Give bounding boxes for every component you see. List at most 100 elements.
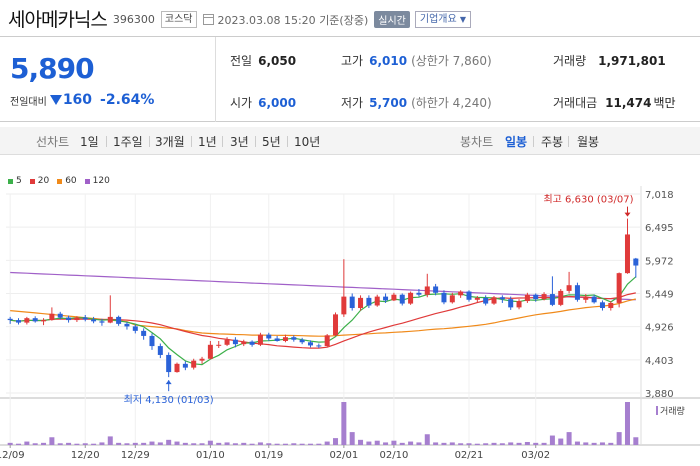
tab-10y[interactable]: 10년 xyxy=(294,135,321,149)
candle xyxy=(166,352,172,378)
volume-bar xyxy=(282,443,288,445)
candle xyxy=(282,334,288,343)
tab-1d[interactable]: 1일 xyxy=(80,135,99,149)
volume-bar xyxy=(391,440,397,445)
candle-body xyxy=(307,342,313,346)
tab-3m[interactable]: 3개월 xyxy=(155,135,185,149)
candle-body xyxy=(416,292,422,295)
candle xyxy=(441,290,447,305)
candle xyxy=(116,315,122,326)
tab-daily[interactable]: 일봉 xyxy=(505,135,528,149)
candle-body xyxy=(274,338,280,341)
candle xyxy=(483,295,489,306)
candle-body xyxy=(49,313,55,321)
line-chart-tab[interactable]: 선차트 xyxy=(36,135,70,149)
candle-body xyxy=(374,296,380,306)
candle-chart-tab[interactable]: 봉차트 xyxy=(460,135,494,149)
volume-bar xyxy=(399,442,405,445)
candle xyxy=(24,316,30,325)
candle xyxy=(32,316,38,323)
volume-bar xyxy=(241,442,247,445)
volume-bar xyxy=(24,441,30,445)
volume-legend-swatch xyxy=(656,406,658,415)
volume-bar xyxy=(149,441,155,445)
volume-bar xyxy=(408,441,414,445)
candle-body xyxy=(132,326,138,331)
candle-body xyxy=(207,344,213,359)
candle-body xyxy=(583,296,589,300)
volume-bar xyxy=(499,443,505,445)
candle xyxy=(7,316,13,324)
candle-body xyxy=(174,363,180,373)
candle-body xyxy=(41,320,47,322)
candle-body xyxy=(57,313,63,318)
candlestick-chart[interactable]: 7,018 6,495 5,972 5,449 4,926 4,403 3,880 12/09… xyxy=(0,186,700,466)
candle-body xyxy=(99,321,105,323)
candle xyxy=(399,293,405,306)
candle xyxy=(416,288,422,297)
candle-body xyxy=(441,292,447,303)
candle-body xyxy=(558,290,564,305)
candle xyxy=(291,335,297,342)
ma20-line xyxy=(10,292,636,349)
low-annotation: 최저 4,130 (01/03) xyxy=(124,394,214,406)
volume-bar xyxy=(274,443,280,445)
candle xyxy=(16,318,22,325)
change-percent: -2.64% xyxy=(100,92,155,108)
candle-body xyxy=(466,291,472,300)
volume-bar xyxy=(216,442,222,445)
volume-bar xyxy=(91,443,97,445)
candle xyxy=(333,312,339,336)
company-info-button[interactable]: 기업개요 ▼ xyxy=(414,11,472,28)
candle-body xyxy=(516,301,522,308)
candle xyxy=(266,332,272,341)
open-price: 시가 6,000 xyxy=(230,95,297,111)
volume-bar xyxy=(491,442,497,445)
candle-body xyxy=(599,302,605,309)
realtime-button[interactable]: 실시간 xyxy=(374,11,410,28)
candle xyxy=(491,295,497,305)
y-tick-label: 7,018 xyxy=(645,190,674,201)
tab-5y[interactable]: 5년 xyxy=(262,135,281,149)
tab-1w[interactable]: 1주일 xyxy=(113,135,143,149)
tab-monthly[interactable]: 월봉 xyxy=(577,135,600,149)
candle xyxy=(541,292,547,301)
candle xyxy=(349,293,355,311)
volume-bar xyxy=(7,442,13,445)
volume-bar xyxy=(508,442,514,445)
down-arrow-icon xyxy=(49,95,62,105)
candle-body xyxy=(358,297,364,309)
candle-body xyxy=(366,297,372,306)
high-annotation: 최고 6,630 (03/07) xyxy=(543,194,633,206)
candle xyxy=(66,315,72,323)
volume-bar xyxy=(49,437,55,445)
volume-bar xyxy=(166,439,172,445)
candle xyxy=(141,328,147,340)
volume-bar xyxy=(449,442,455,445)
legend-ma60: 60 xyxy=(57,176,77,186)
volume-bar xyxy=(566,432,572,445)
volume-bar xyxy=(141,442,147,445)
volume-bar xyxy=(608,442,614,445)
legend-ma120: 120 xyxy=(84,176,110,186)
candle xyxy=(157,343,163,359)
trade-value: 거래대금 11,474 백만 xyxy=(553,95,676,111)
candle-body xyxy=(399,294,405,304)
candle-body xyxy=(199,358,205,361)
candle-body xyxy=(574,285,580,300)
tab-3y[interactable]: 3년 xyxy=(230,135,249,149)
prev-close: 전일 6,050 xyxy=(230,53,297,69)
tab-1y[interactable]: 1년 xyxy=(198,135,217,149)
candle xyxy=(633,257,639,278)
volume-bar xyxy=(32,443,38,445)
candle xyxy=(591,294,597,304)
candle xyxy=(474,295,480,303)
candle-body xyxy=(249,341,255,345)
tab-weekly[interactable]: 주봉 xyxy=(541,135,564,149)
ma20-swatch xyxy=(29,178,35,184)
candle xyxy=(458,290,464,298)
candle xyxy=(191,358,197,370)
candle-body xyxy=(541,294,547,300)
candle xyxy=(57,311,63,320)
volume-bar xyxy=(232,443,238,445)
